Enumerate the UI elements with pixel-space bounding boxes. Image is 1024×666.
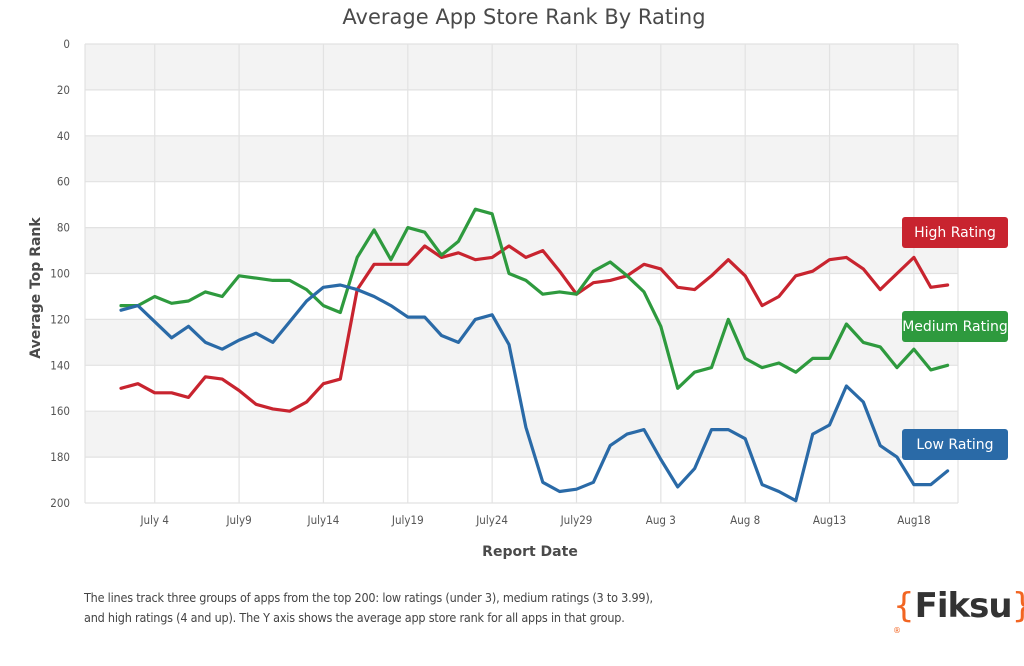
logo-registered-mark: ®: [893, 626, 901, 635]
x-axis-label: Report Date: [482, 544, 578, 560]
x-tick-label: Aug 8: [730, 513, 760, 527]
y-tick-label: 180: [50, 450, 70, 464]
fiksu-logo: {Fiksu} ®: [893, 586, 1024, 666]
y-tick-label: 0: [63, 37, 70, 51]
y-tick-label: 20: [57, 83, 70, 97]
x-tick-label: Aug 3: [646, 513, 676, 527]
y-tick-label: 40: [57, 129, 70, 143]
y-axis-label: Average Top Rank: [28, 217, 44, 359]
series-lines: [119, 207, 950, 503]
legend-low-rating: Low Rating: [902, 429, 1008, 460]
plot-band: [85, 411, 958, 458]
series-line-high-rating: [119, 244, 950, 413]
x-tick-label: July24: [475, 513, 508, 527]
y-axis-ticks: 0 20 40 60 80 100 120 140 160 180 200: [50, 37, 70, 510]
y-tick-label: 80: [57, 221, 70, 235]
series-line-low-rating: [119, 283, 950, 503]
plot-band: [85, 181, 958, 228]
y-tick-label: 100: [50, 267, 70, 281]
y-tick-label: 200: [50, 496, 70, 510]
x-tick-label: Aug18: [897, 513, 930, 527]
legend-high-rating: High Rating: [902, 217, 1008, 248]
legend-medium-rating: Medium Rating: [902, 311, 1008, 342]
plot-band: [85, 44, 958, 90]
chart-title: Average App Store Rank By Rating: [342, 5, 705, 29]
x-axis-ticks: July 4 July9 July14 July19 July24 July29 Aug 3…: [139, 513, 930, 527]
x-tick-label: July19: [391, 513, 424, 527]
x-tick-label: July29: [560, 513, 593, 527]
plot-band: [85, 135, 958, 182]
y-tick-label: 60: [57, 175, 70, 189]
plot-band: [85, 457, 958, 503]
chart: Average App Store Rank By Rating 0 20 40 60…: [28, 5, 959, 560]
footnote-line-2: and high ratings (4 and up). The Y axis …: [84, 610, 625, 625]
x-tick-label: Aug13: [813, 513, 846, 527]
x-tick-label: July 4: [139, 513, 168, 527]
plot-band: [85, 227, 958, 274]
footnote: The lines track three groups of apps fro…: [84, 588, 724, 628]
y-tick-label: 140: [50, 358, 70, 372]
x-tick-label: July14: [307, 513, 340, 527]
logo-open-brace: {: [893, 586, 915, 626]
plot-band: [85, 89, 958, 136]
plot-band: [85, 273, 958, 320]
logo-word: Fiksu: [914, 586, 1013, 626]
logo-close-brace: }: [1012, 586, 1024, 626]
series-line-medium-rating: [119, 207, 950, 390]
y-tick-label: 120: [50, 312, 70, 326]
footnote-line-1: The lines track three groups of apps fro…: [84, 590, 653, 605]
y-tick-label: 160: [50, 404, 70, 418]
gridlines: [84, 43, 959, 504]
x-tick-label: July9: [225, 513, 251, 527]
